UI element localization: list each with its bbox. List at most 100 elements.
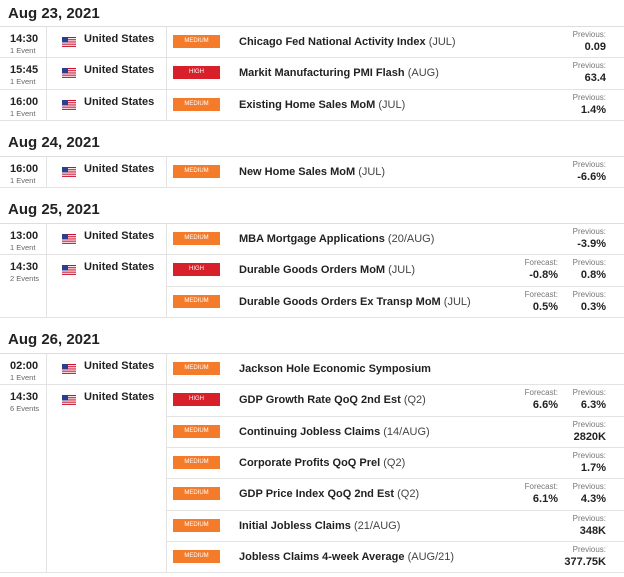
time-cell: 16:00 1 Event United States bbox=[0, 89, 166, 121]
event-name: Durable Goods Orders Ex Transp MoM (JUL) bbox=[239, 295, 471, 308]
previous-value: 377.75K bbox=[564, 555, 606, 568]
separator bbox=[46, 156, 47, 188]
country: United States bbox=[84, 64, 155, 77]
forecast-label: Forecast: bbox=[524, 258, 558, 268]
previous-value: -3.9% bbox=[577, 238, 606, 251]
country: United States bbox=[84, 360, 155, 373]
forecast-label: Forecast: bbox=[524, 388, 558, 398]
event-list: HIGH Markit Manufacturing PMI Flash (AUG)… bbox=[166, 58, 624, 90]
event-name: Continuing Jobless Claims (14/AUG) bbox=[239, 425, 430, 438]
us-flag bbox=[62, 65, 76, 83]
event-count: 1 Event bbox=[10, 108, 36, 118]
previous-label: Previous: bbox=[572, 258, 606, 268]
country: United States bbox=[84, 162, 155, 175]
time-group: 14:30 6 Events United States HIGH GDP Growth… bbox=[0, 385, 624, 574]
forecast-label: Forecast: bbox=[524, 289, 558, 299]
event-count: 1 Event bbox=[10, 243, 36, 253]
event-list: MEDIUM New Home Sales MoM (JUL) Previous: -… bbox=[166, 156, 624, 189]
event-name: Jackson Hole Economic Symposium bbox=[239, 363, 431, 376]
event-row: MEDIUM Existing Home Sales MoM (JUL) Previ… bbox=[166, 89, 624, 121]
day-section: Aug 26, 2021 02:00 1 Event United States MED… bbox=[0, 318, 624, 574]
event-name: MBA Mortgage Applications (20/AUG) bbox=[239, 233, 435, 246]
separator bbox=[46, 58, 47, 89]
previous-label: Previous: bbox=[572, 482, 606, 492]
event-period: (JUL) bbox=[443, 295, 471, 308]
us-flag bbox=[62, 361, 76, 379]
impact-badge: MEDIUM bbox=[173, 424, 220, 438]
event-row: MEDIUM GDP Price Index QoQ 2nd Est (Q2) Fo… bbox=[166, 479, 624, 511]
event-time: 14:30 bbox=[10, 391, 39, 404]
country: United States bbox=[84, 33, 155, 45]
time-cell: 14:30 6 Events United States bbox=[0, 385, 166, 574]
forecast-value: 6.1% bbox=[532, 493, 558, 506]
previous-value: 63.4 bbox=[584, 72, 606, 85]
time-group: 14:30 1 Event United States MEDIUM Chicago F… bbox=[0, 27, 624, 59]
forecast-value: -0.8% bbox=[529, 269, 558, 282]
us-flag bbox=[62, 231, 76, 249]
event-count: 1 Event bbox=[10, 373, 36, 383]
event-period: (Q2) bbox=[397, 488, 420, 501]
previous-label: Previous: bbox=[572, 92, 606, 102]
event-name: Initial Jobless Claims (21/AUG) bbox=[239, 519, 401, 532]
us-flag bbox=[62, 262, 76, 280]
impact-badge: MEDIUM bbox=[173, 97, 220, 111]
us-flag bbox=[62, 97, 76, 115]
separator bbox=[46, 354, 47, 385]
previous-value: 1.4% bbox=[580, 103, 606, 116]
us-flag bbox=[62, 34, 76, 52]
event-row: MEDIUM New Home Sales MoM (JUL) Previous: -… bbox=[166, 156, 624, 189]
event-row: MEDIUM Corporate Profits QoQ Prel (Q2) Pre… bbox=[166, 447, 624, 480]
event-count: 6 Events bbox=[10, 404, 40, 414]
event-count: 1 Event bbox=[10, 77, 36, 87]
separator bbox=[46, 224, 47, 255]
event-period: (AUG) bbox=[407, 67, 439, 80]
time-cell: 14:30 2 Events United States bbox=[0, 255, 166, 319]
impact-badge: MEDIUM bbox=[173, 164, 220, 178]
event-row: HIGH GDP Growth Rate QoQ 2nd Est (Q2) Fore… bbox=[166, 385, 624, 417]
impact-badge: MEDIUM bbox=[173, 294, 220, 308]
event-name: Chicago Fed National Activity Index (JUL… bbox=[239, 36, 456, 48]
impact-badge: MEDIUM bbox=[173, 232, 220, 246]
event-count: 1 Event bbox=[10, 46, 36, 55]
time-group: 16:00 1 Event United States MEDIUM Existing … bbox=[0, 89, 624, 121]
event-row: MEDIUM Jackson Hole Economic Symposium bbox=[166, 354, 624, 386]
impact-badge: MEDIUM bbox=[173, 487, 220, 501]
impact-badge: MEDIUM bbox=[173, 362, 220, 376]
event-name: GDP Growth Rate QoQ 2nd Est (Q2) bbox=[239, 394, 426, 407]
event-name: New Home Sales MoM (JUL) bbox=[239, 165, 386, 178]
event-time: 15:45 bbox=[10, 64, 39, 77]
day-section: Aug 25, 2021 13:00 1 Event United States MED… bbox=[0, 188, 624, 319]
time-group: 14:30 2 Events United States HIGH Durable Go… bbox=[0, 255, 624, 319]
day-section: Aug 23, 2021 14:30 1 Event United States MED… bbox=[0, 0, 624, 121]
country: United States bbox=[84, 391, 155, 404]
previous-label: Previous: bbox=[572, 289, 606, 299]
event-period: (AUG/21) bbox=[407, 550, 455, 563]
previous-label: Previous: bbox=[572, 544, 606, 554]
impact-badge: MEDIUM bbox=[173, 455, 220, 469]
day-section: Aug 24, 2021 16:00 1 Event United States MED… bbox=[0, 121, 624, 189]
previous-label: Previous: bbox=[572, 450, 606, 460]
event-period: (Q2) bbox=[403, 394, 426, 407]
event-time: 14:30 bbox=[10, 33, 39, 45]
time-cell: 02:00 1 Event United States bbox=[0, 354, 166, 386]
time-cell: 15:45 1 Event United States bbox=[0, 58, 166, 90]
event-period: (JUL) bbox=[358, 165, 386, 178]
event-name: Existing Home Sales MoM (JUL) bbox=[239, 98, 406, 111]
event-row: MEDIUM Chicago Fed National Activity Inde… bbox=[166, 27, 624, 59]
forecast-label: Forecast: bbox=[524, 482, 558, 492]
event-list: MEDIUM Chicago Fed National Activity Inde… bbox=[166, 27, 624, 59]
event-row: HIGH Markit Manufacturing PMI Flash (AUG)… bbox=[166, 58, 624, 90]
event-time: 16:00 bbox=[10, 95, 39, 108]
event-count: 1 Event bbox=[10, 175, 36, 185]
country: United States bbox=[84, 261, 155, 274]
previous-label: Previous: bbox=[572, 419, 606, 429]
event-list: HIGH Durable Goods Orders MoM (JUL) Foreca… bbox=[166, 255, 624, 319]
separator bbox=[46, 385, 47, 573]
event-time: 02:00 bbox=[10, 360, 39, 373]
previous-label: Previous: bbox=[572, 388, 606, 398]
previous-value: -6.6% bbox=[577, 170, 606, 183]
day-date: Aug 25, 2021 bbox=[0, 188, 624, 225]
forecast-value: 0.5% bbox=[532, 300, 558, 313]
previous-label: Previous: bbox=[572, 61, 606, 71]
previous-value: 4.3% bbox=[580, 493, 606, 506]
